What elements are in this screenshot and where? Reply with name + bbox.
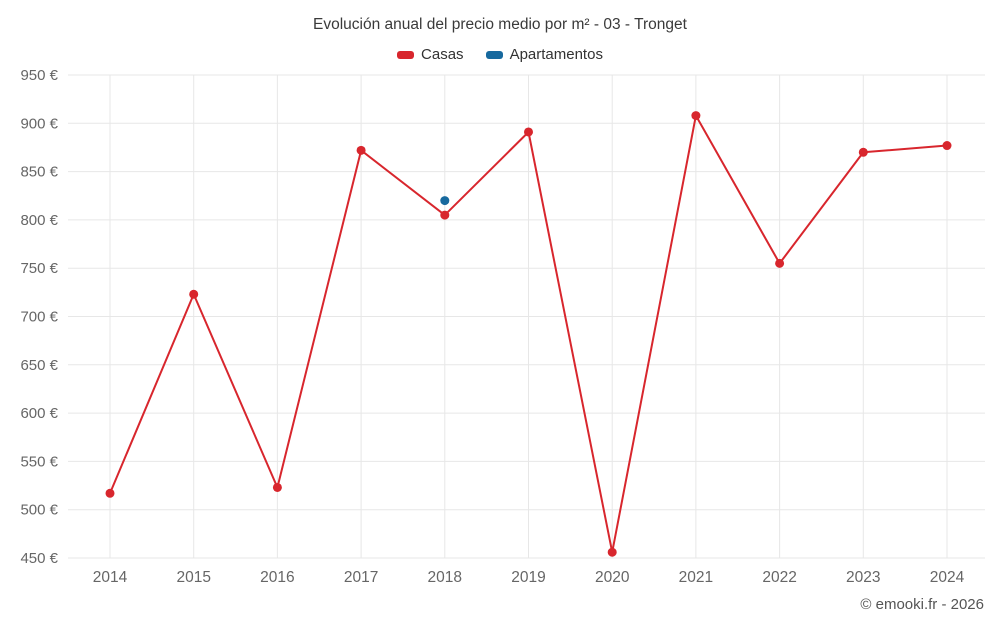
- x-axis-tick-label: 2016: [260, 569, 294, 586]
- data-point-casas[interactable]: [858, 147, 868, 157]
- x-axis-tick-label: 2014: [93, 569, 128, 586]
- x-axis-tick-label: 2019: [511, 569, 545, 586]
- y-axis-tick-label: 500 €: [20, 502, 58, 519]
- data-point-apartamentos[interactable]: [440, 196, 450, 206]
- data-point-casas[interactable]: [105, 488, 115, 498]
- legend-label-apartamentos: Apartamentos: [509, 46, 603, 63]
- x-axis-tick-label: 2022: [762, 569, 796, 586]
- data-point-casas[interactable]: [524, 127, 533, 137]
- y-axis-tick-label: 750 €: [20, 260, 58, 277]
- y-axis-tick-label: 650 €: [20, 357, 58, 374]
- chart-title: Evolución anual del precio medio por m² …: [313, 16, 687, 33]
- data-point-casas[interactable]: [356, 145, 366, 155]
- data-point-casas[interactable]: [189, 289, 199, 299]
- y-axis-tick-label: 900 €: [20, 115, 58, 132]
- data-point-casas[interactable]: [942, 141, 952, 151]
- chart-legend: Casas Apartamentos: [0, 46, 1000, 63]
- data-point-casas[interactable]: [440, 210, 450, 220]
- x-axis-tick-label: 2017: [344, 569, 378, 586]
- x-axis-tick-label: 2024: [930, 569, 965, 586]
- y-axis-tick-label: 850 €: [20, 164, 58, 181]
- chart-footer-credit: © emooki.fr - 2026: [860, 596, 984, 613]
- legend-item-apartamentos[interactable]: Apartamentos: [485, 46, 603, 63]
- legend-swatch-casas: [397, 50, 415, 59]
- data-point-casas[interactable]: [272, 482, 282, 492]
- y-axis-tick-label: 600 €: [20, 405, 58, 422]
- legend-item-casas[interactable]: Casas: [397, 46, 464, 63]
- data-point-casas[interactable]: [607, 547, 617, 557]
- y-axis-tick-label: 700 €: [20, 309, 58, 326]
- x-axis-tick-label: 2021: [679, 569, 713, 586]
- x-axis-tick-label: 2023: [846, 569, 880, 586]
- legend-swatch-apartamentos: [485, 50, 503, 59]
- x-axis-tick-label: 2018: [428, 569, 462, 586]
- y-axis-tick-label: 550 €: [20, 453, 58, 470]
- x-axis-tick-label: 2015: [176, 569, 210, 586]
- data-point-casas[interactable]: [691, 111, 701, 121]
- data-point-casas[interactable]: [775, 258, 785, 268]
- y-axis-tick-label: 950 €: [20, 67, 58, 84]
- y-axis-tick-label: 800 €: [20, 212, 58, 229]
- legend-label-casas: Casas: [421, 46, 464, 63]
- y-axis-tick-label: 450 €: [20, 550, 58, 567]
- x-axis-tick-label: 2020: [595, 569, 630, 586]
